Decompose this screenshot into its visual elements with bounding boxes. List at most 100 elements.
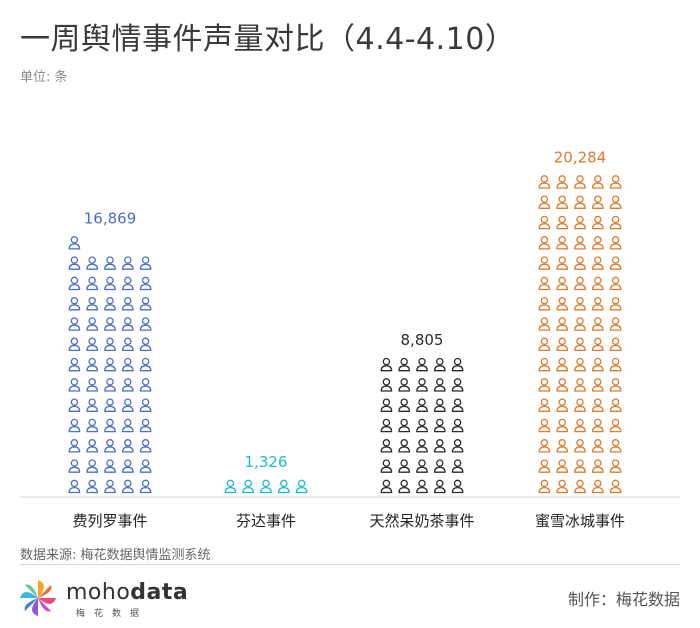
person-icon bbox=[121, 296, 134, 311]
person-icon bbox=[433, 418, 446, 433]
person-icon bbox=[295, 479, 308, 494]
person-icon bbox=[574, 296, 586, 311]
person-icon bbox=[609, 195, 622, 209]
person-icon bbox=[380, 378, 393, 392]
person-icon bbox=[104, 439, 116, 453]
value-label: 8,805 bbox=[401, 331, 444, 349]
person-icon bbox=[433, 439, 446, 453]
person-icon bbox=[139, 337, 152, 352]
person-icon bbox=[86, 337, 99, 352]
person-icon bbox=[538, 256, 551, 270]
person-icon bbox=[398, 398, 411, 412]
person-icon bbox=[609, 439, 622, 453]
person-icon bbox=[398, 378, 411, 392]
person-icon bbox=[416, 398, 428, 412]
person-icon bbox=[591, 378, 604, 392]
person-icon bbox=[538, 357, 551, 372]
person-icon bbox=[591, 276, 604, 291]
person-icon bbox=[538, 378, 551, 392]
person-icon bbox=[591, 357, 604, 372]
person-icon bbox=[139, 256, 152, 270]
person-icon bbox=[451, 459, 464, 473]
person-icon bbox=[556, 439, 569, 453]
person-icon bbox=[574, 418, 586, 433]
person-icon bbox=[556, 378, 569, 392]
person-icon bbox=[104, 479, 116, 494]
person-icon bbox=[68, 479, 81, 494]
person-icon bbox=[609, 296, 622, 311]
person-icon bbox=[556, 337, 569, 352]
person-icon bbox=[556, 479, 569, 494]
logo-subtitle: 梅花数据 bbox=[76, 609, 149, 619]
logo-wordmark: mohodata bbox=[66, 580, 189, 605]
person-icon bbox=[574, 236, 586, 250]
person-icon bbox=[68, 378, 81, 392]
person-icon bbox=[574, 398, 586, 412]
person-icon bbox=[398, 439, 411, 453]
person-icon bbox=[538, 236, 551, 250]
bar-4 bbox=[538, 175, 622, 494]
person-icon bbox=[380, 398, 393, 412]
person-icon bbox=[591, 195, 604, 209]
person-icon bbox=[574, 317, 586, 331]
bar-3 bbox=[380, 357, 464, 494]
person-icon bbox=[433, 479, 446, 494]
person-icon bbox=[591, 215, 604, 230]
person-icon bbox=[121, 276, 134, 291]
person-icon bbox=[121, 418, 134, 433]
person-icon bbox=[416, 439, 428, 453]
person-icon bbox=[86, 317, 99, 331]
person-icon bbox=[277, 479, 290, 494]
person-icon bbox=[538, 479, 551, 494]
person-icon bbox=[416, 378, 428, 392]
person-icon bbox=[451, 398, 464, 412]
person-icon bbox=[591, 256, 604, 270]
person-icon bbox=[121, 357, 134, 372]
person-icon bbox=[574, 175, 586, 189]
person-icon bbox=[68, 276, 81, 291]
person-icon bbox=[574, 357, 586, 372]
person-icon bbox=[609, 317, 622, 331]
person-icon bbox=[538, 418, 551, 433]
person-icon bbox=[104, 357, 116, 372]
person-icon bbox=[609, 337, 622, 352]
person-icon bbox=[591, 418, 604, 433]
person-icon bbox=[121, 337, 134, 352]
person-icon bbox=[86, 459, 99, 473]
person-icon bbox=[451, 357, 464, 372]
category-label: 蜜雪冰城事件 bbox=[535, 512, 625, 530]
person-icon bbox=[591, 296, 604, 311]
bar-1 bbox=[68, 236, 152, 494]
person-icon bbox=[242, 479, 255, 494]
person-icon bbox=[139, 479, 152, 494]
person-icon bbox=[574, 215, 586, 230]
person-icon bbox=[86, 357, 99, 372]
person-icon bbox=[556, 398, 569, 412]
person-icon bbox=[121, 439, 134, 453]
person-icon bbox=[68, 459, 81, 473]
person-icon bbox=[68, 357, 81, 372]
person-icon bbox=[104, 418, 116, 433]
person-icon bbox=[538, 276, 551, 291]
category-label: 费列罗事件 bbox=[72, 512, 147, 530]
person-icon bbox=[574, 337, 586, 352]
person-icon bbox=[398, 459, 411, 473]
person-icon bbox=[556, 175, 569, 189]
person-icon bbox=[380, 357, 393, 372]
person-icon bbox=[538, 439, 551, 453]
person-icon bbox=[104, 276, 116, 291]
person-icon bbox=[380, 459, 393, 473]
person-icon bbox=[86, 378, 99, 392]
person-icon bbox=[433, 357, 446, 372]
person-icon bbox=[121, 398, 134, 412]
person-icon bbox=[139, 357, 152, 372]
person-icon bbox=[68, 317, 81, 331]
person-icon bbox=[538, 337, 551, 352]
person-icon bbox=[260, 479, 272, 494]
person-icon bbox=[86, 398, 99, 412]
person-icon bbox=[556, 256, 569, 270]
person-icon bbox=[68, 337, 81, 352]
pictogram-chart: 16,869 费列罗事件 1,326 芬达事件 8,805 天然呆奶茶事件 20,284 蜜雪… bbox=[20, 149, 680, 530]
person-icon bbox=[104, 337, 116, 352]
person-icon bbox=[574, 479, 586, 494]
